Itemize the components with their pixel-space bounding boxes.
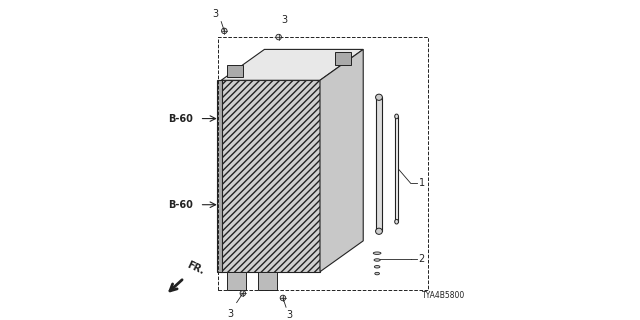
Text: B-60: B-60 xyxy=(168,114,193,124)
Ellipse shape xyxy=(395,114,399,119)
Text: TYA4B5800: TYA4B5800 xyxy=(422,291,465,300)
Ellipse shape xyxy=(374,266,380,268)
Text: 3: 3 xyxy=(227,309,234,319)
Ellipse shape xyxy=(376,228,382,234)
Text: 3: 3 xyxy=(212,9,218,19)
Bar xyxy=(227,272,246,290)
Bar xyxy=(335,52,351,65)
Text: 3: 3 xyxy=(286,310,292,320)
Bar xyxy=(395,116,399,222)
Ellipse shape xyxy=(374,259,380,261)
Text: 3: 3 xyxy=(282,15,288,25)
Polygon shape xyxy=(221,49,364,80)
Bar xyxy=(217,80,222,272)
Bar xyxy=(227,65,243,77)
Circle shape xyxy=(221,28,227,34)
Text: 2: 2 xyxy=(419,254,425,264)
Text: B-60: B-60 xyxy=(168,200,193,210)
Circle shape xyxy=(280,295,285,301)
Circle shape xyxy=(276,34,282,40)
Circle shape xyxy=(240,291,246,296)
Bar xyxy=(376,97,382,231)
Text: FR.: FR. xyxy=(186,260,206,276)
Polygon shape xyxy=(320,49,364,272)
Ellipse shape xyxy=(395,220,399,224)
Polygon shape xyxy=(221,80,320,272)
Bar xyxy=(259,272,276,290)
Ellipse shape xyxy=(375,272,380,275)
Ellipse shape xyxy=(373,252,381,254)
Ellipse shape xyxy=(376,94,382,100)
Text: 1: 1 xyxy=(419,179,424,188)
